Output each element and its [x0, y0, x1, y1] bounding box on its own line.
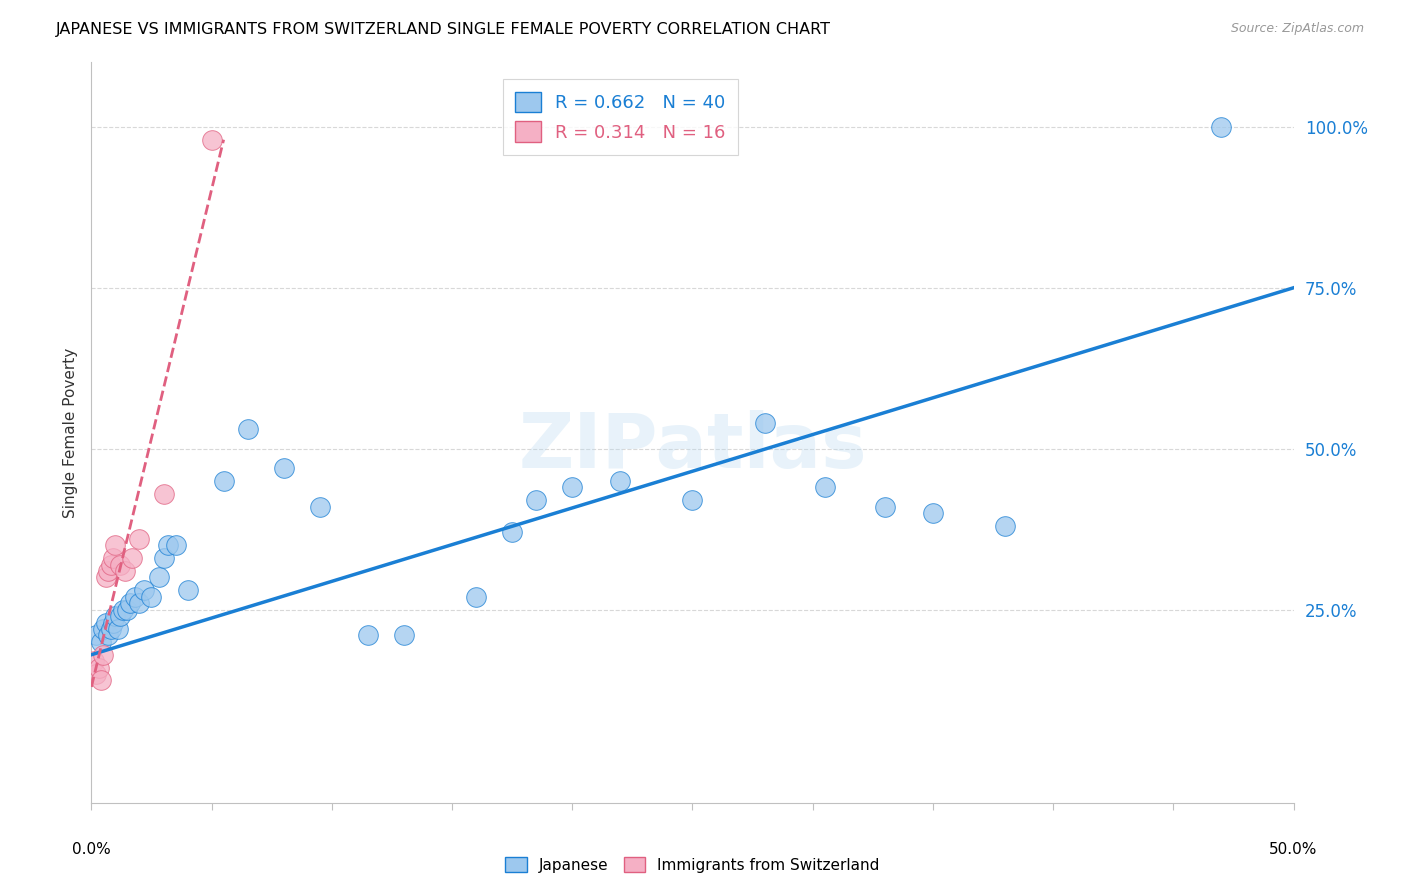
Point	[273, 461, 295, 475]
Point	[148, 570, 170, 584]
Point	[236, 422, 259, 436]
Point	[101, 615, 124, 630]
Point	[83, 654, 105, 668]
Point	[87, 660, 110, 674]
Point	[94, 615, 117, 630]
Point	[90, 635, 112, 649]
Point	[561, 480, 583, 494]
Point	[90, 673, 112, 688]
Point	[97, 628, 120, 642]
Point	[922, 506, 945, 520]
Point	[117, 602, 139, 616]
Point	[465, 590, 488, 604]
Point	[93, 648, 115, 662]
Point	[1211, 120, 1233, 134]
Point	[100, 558, 122, 572]
Point	[609, 474, 631, 488]
Point	[165, 538, 187, 552]
Point	[176, 583, 198, 598]
Text: 50.0%: 50.0%	[1270, 842, 1317, 856]
Point	[104, 609, 127, 624]
Point	[524, 493, 547, 508]
Point	[754, 416, 776, 430]
Point	[128, 532, 150, 546]
Point	[201, 133, 224, 147]
Point	[84, 667, 107, 681]
Point	[141, 590, 163, 604]
Point	[104, 538, 127, 552]
Point	[110, 609, 132, 624]
Text: 0.0%: 0.0%	[72, 842, 111, 856]
Point	[118, 596, 141, 610]
Point	[110, 558, 132, 572]
Point	[152, 551, 174, 566]
Point	[84, 628, 107, 642]
Point	[114, 564, 136, 578]
Point	[357, 628, 380, 642]
Point	[107, 622, 129, 636]
Point	[97, 564, 120, 578]
Y-axis label: Single Female Poverty: Single Female Poverty	[62, 348, 77, 517]
Point	[94, 570, 117, 584]
Legend: Japanese, Immigrants from Switzerland: Japanese, Immigrants from Switzerland	[498, 849, 887, 880]
Point	[134, 583, 156, 598]
Text: ZIPatlas: ZIPatlas	[519, 410, 866, 484]
Point	[128, 596, 150, 610]
Point	[157, 538, 180, 552]
Point	[111, 602, 134, 616]
Point	[501, 525, 523, 540]
Point	[873, 500, 896, 514]
Point	[93, 622, 115, 636]
Point	[681, 493, 703, 508]
Text: JAPANESE VS IMMIGRANTS FROM SWITZERLAND SINGLE FEMALE POVERTY CORRELATION CHART: JAPANESE VS IMMIGRANTS FROM SWITZERLAND …	[56, 22, 831, 37]
Point	[101, 551, 124, 566]
Point	[152, 487, 174, 501]
Point	[814, 480, 837, 494]
Point	[100, 622, 122, 636]
Point	[212, 474, 235, 488]
Point	[994, 519, 1017, 533]
Point	[308, 500, 330, 514]
Point	[124, 590, 146, 604]
Point	[392, 628, 415, 642]
Point	[121, 551, 143, 566]
Text: Source: ZipAtlas.com: Source: ZipAtlas.com	[1230, 22, 1364, 36]
